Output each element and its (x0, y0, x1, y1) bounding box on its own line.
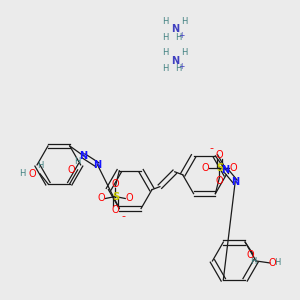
Text: N: N (171, 56, 179, 66)
Text: S: S (112, 191, 119, 202)
Text: O: O (246, 250, 254, 260)
Text: H: H (162, 17, 168, 26)
Text: H: H (250, 257, 256, 266)
Text: O: O (112, 206, 119, 215)
Text: H: H (176, 64, 182, 73)
Text: O: O (268, 258, 276, 268)
Text: O: O (28, 169, 36, 179)
Text: +: + (178, 62, 185, 71)
Text: H: H (37, 161, 43, 170)
Text: H: H (162, 48, 168, 57)
Text: H: H (182, 48, 188, 57)
Text: N: N (171, 24, 179, 34)
Text: +: + (178, 31, 185, 40)
Text: O: O (230, 163, 237, 173)
Text: H: H (19, 169, 26, 178)
Text: O: O (215, 176, 223, 186)
Text: O: O (215, 150, 223, 160)
Text: O: O (125, 194, 133, 203)
Text: H: H (176, 33, 182, 42)
Text: O: O (98, 194, 105, 203)
Text: O: O (68, 165, 76, 175)
Text: H: H (274, 258, 281, 267)
Text: O: O (112, 178, 119, 189)
Text: S: S (216, 163, 223, 173)
Text: H: H (74, 158, 81, 166)
Text: O: O (202, 163, 209, 173)
Text: N: N (93, 160, 102, 170)
Text: N: N (231, 177, 239, 187)
Text: -: - (209, 143, 213, 153)
Text: N: N (80, 151, 88, 161)
Text: -: - (121, 211, 125, 221)
Text: H: H (162, 64, 168, 73)
Text: N: N (221, 165, 230, 175)
Text: H: H (182, 17, 188, 26)
Text: H: H (162, 33, 168, 42)
